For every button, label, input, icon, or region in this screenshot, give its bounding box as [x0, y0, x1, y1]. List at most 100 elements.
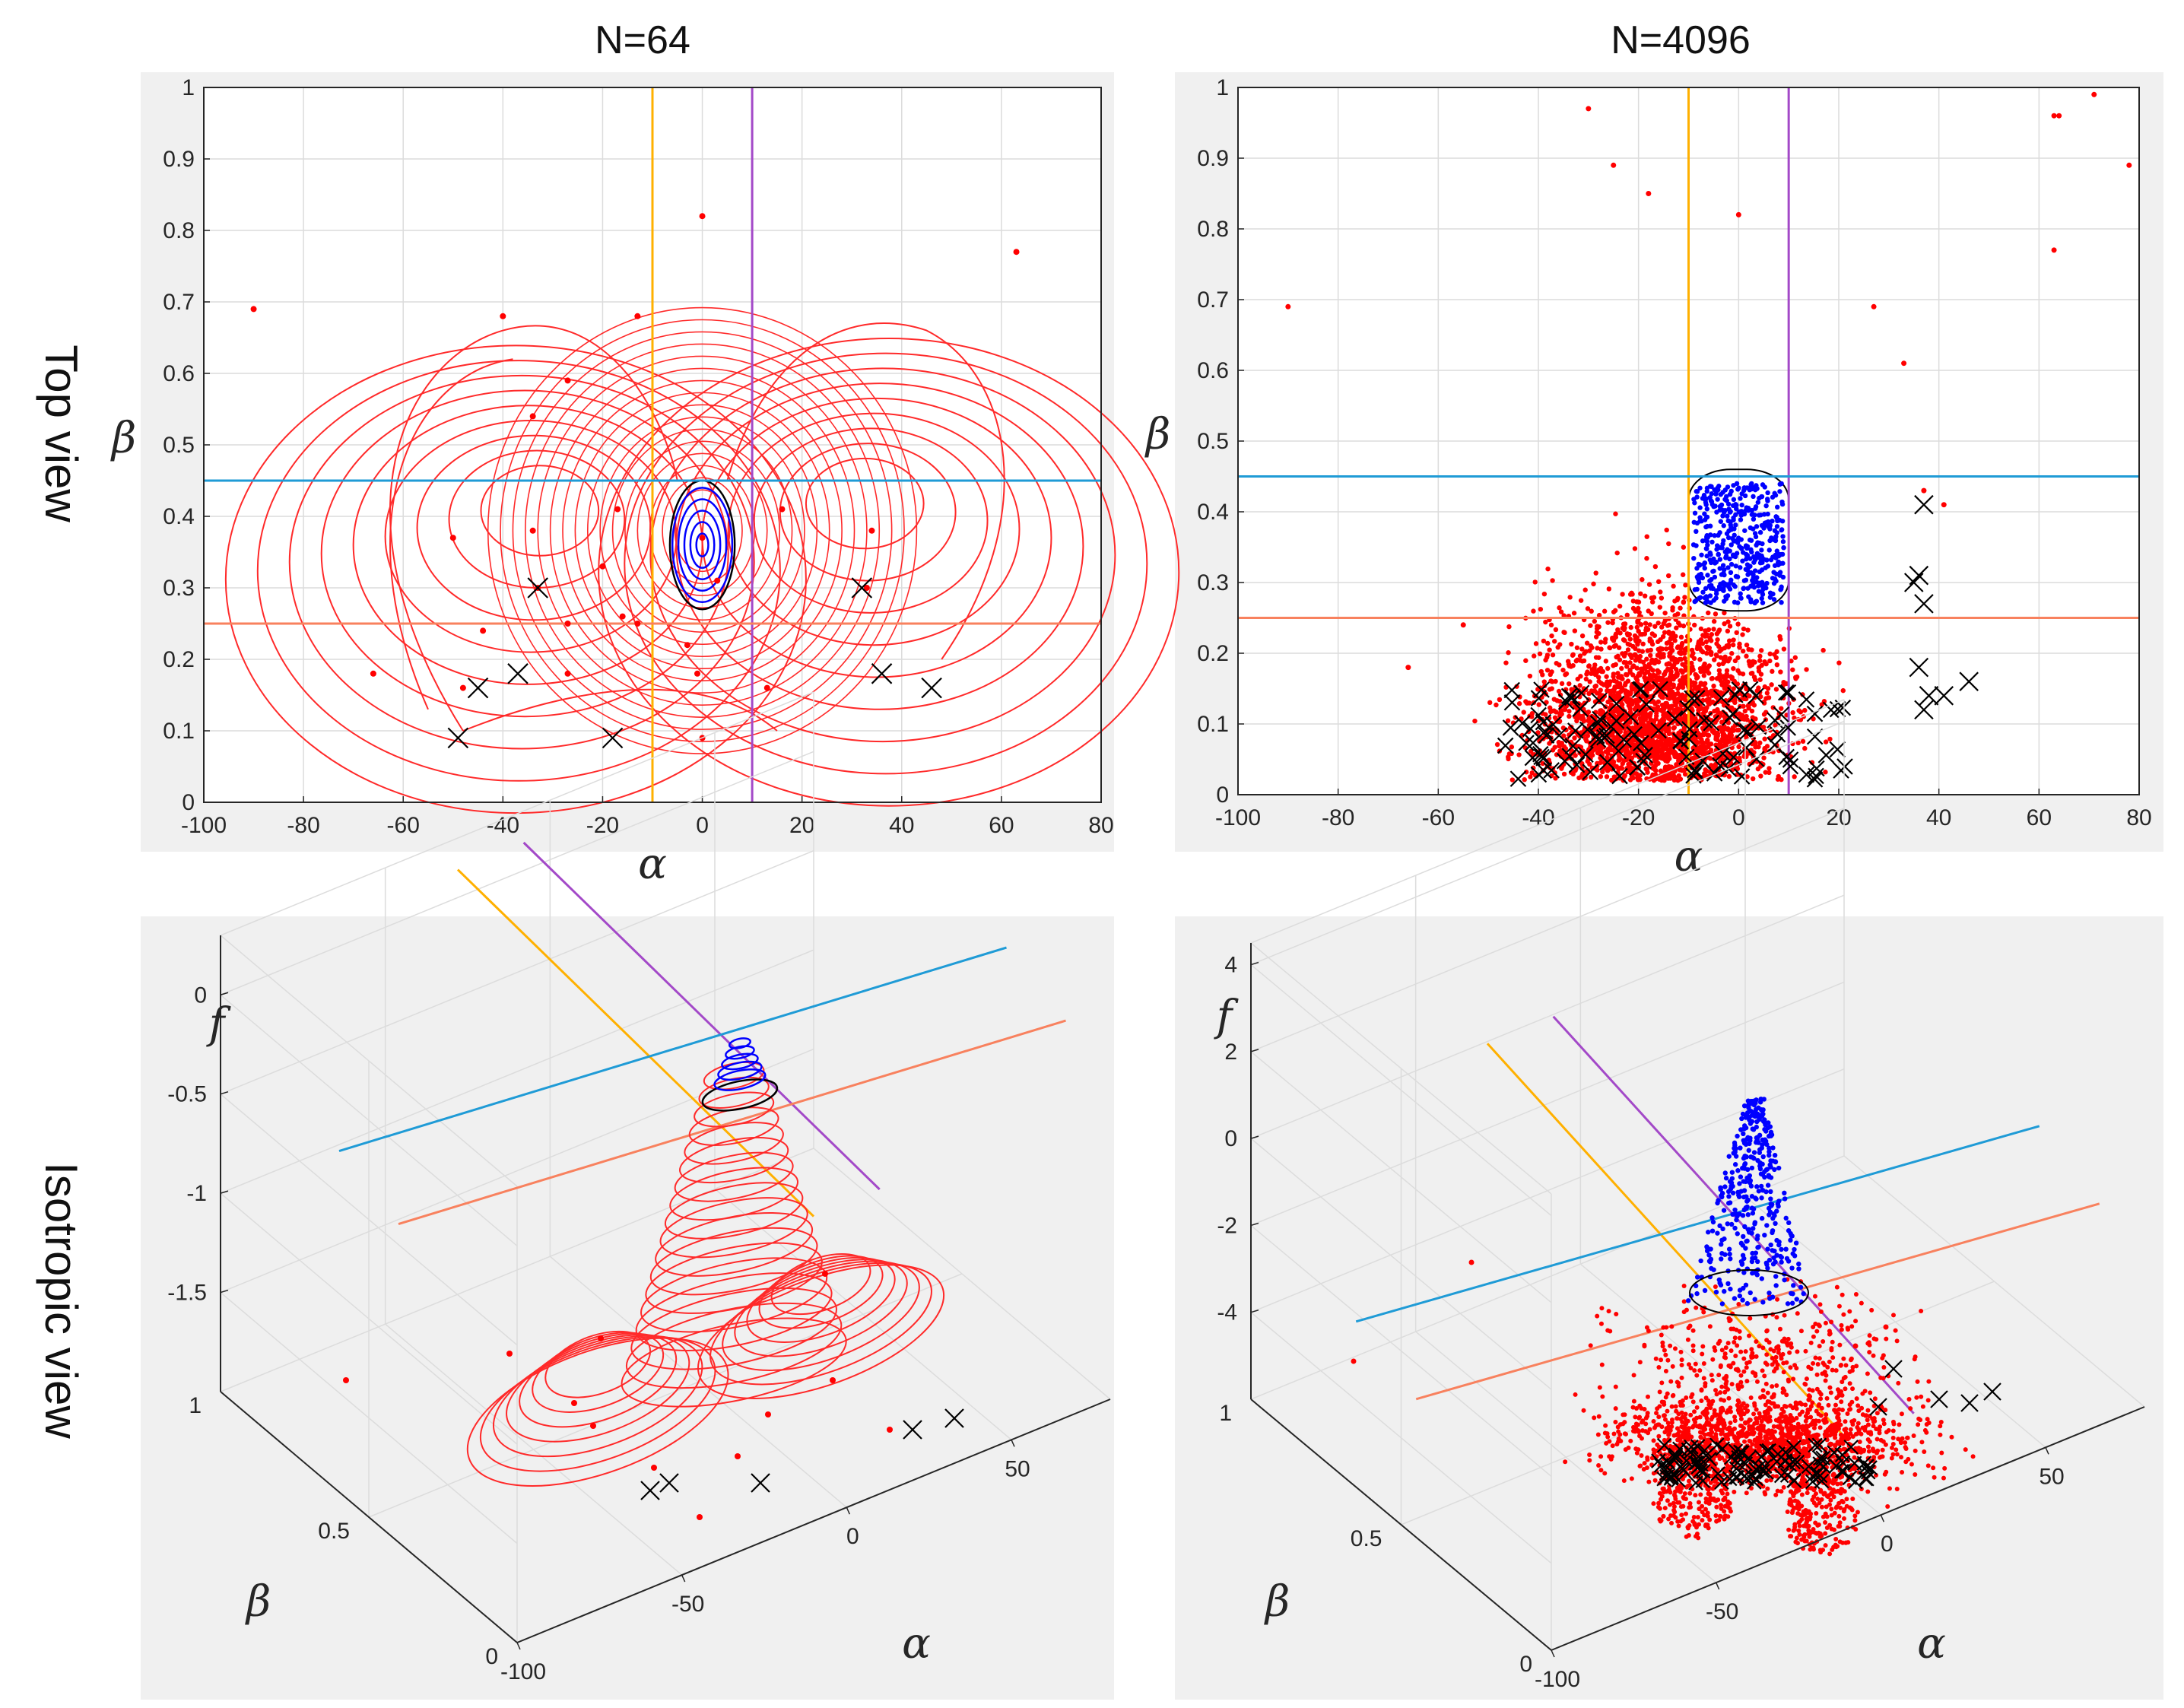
sample-point — [1665, 666, 1671, 671]
sample-point — [1636, 628, 1641, 634]
peak-point — [1721, 538, 1726, 544]
peak-point — [1694, 488, 1699, 494]
sample-point — [1774, 1366, 1779, 1371]
sample-point — [1702, 661, 1707, 667]
contour-ring — [320, 389, 729, 718]
x-axis-label: α — [638, 840, 667, 889]
sample-point — [1860, 1412, 1865, 1418]
sample-point — [1713, 764, 1718, 769]
cross-marker — [447, 727, 469, 749]
sample-point — [1700, 1351, 1705, 1357]
sample-point — [1646, 191, 1652, 196]
sample-point — [1636, 610, 1642, 615]
peak-point — [1753, 599, 1758, 605]
sample-point — [1736, 744, 1741, 750]
sample-point — [1599, 1362, 1605, 1367]
sample-point — [1903, 1446, 1909, 1451]
sample-point — [614, 506, 621, 513]
peak-point — [1704, 506, 1709, 512]
peak-point — [1709, 576, 1714, 583]
sample-point — [1758, 773, 1763, 779]
column-title-n4096: N=4096 — [1611, 18, 1751, 62]
sample-point — [1715, 737, 1720, 742]
sample-point — [1662, 617, 1668, 624]
sample-point — [1725, 644, 1732, 649]
sample-point — [1596, 1462, 1601, 1468]
x-tick-label: 50 — [1005, 1456, 1030, 1481]
sample-point — [1596, 655, 1601, 660]
sample-point — [1760, 1345, 1766, 1351]
sample-point — [1777, 1326, 1782, 1332]
sample-point — [1659, 595, 1665, 601]
sample-point — [1673, 1404, 1678, 1409]
sample-point — [1735, 655, 1741, 661]
peak-point — [1717, 557, 1723, 562]
sample-point — [1538, 668, 1544, 675]
sample-point — [1617, 657, 1623, 662]
sample-point — [1558, 609, 1564, 614]
sample-point — [651, 1465, 657, 1471]
sample-point — [1730, 725, 1736, 731]
sample-point — [1762, 1373, 1767, 1379]
sample-point — [1611, 162, 1617, 168]
x-tick-label: -80 — [1322, 805, 1354, 830]
contour-ring — [674, 489, 731, 573]
sample-point — [1615, 1424, 1621, 1430]
sample-point — [1647, 636, 1652, 642]
sample-point — [1703, 632, 1709, 637]
peak-point — [1759, 595, 1764, 602]
peak-point — [1732, 599, 1738, 605]
sample-point — [1669, 633, 1675, 638]
contour-ring — [662, 477, 743, 585]
sample-point — [1821, 647, 1826, 653]
sample-point — [1503, 660, 1509, 665]
sample-point — [1681, 681, 1687, 687]
sample-point — [1816, 1418, 1821, 1424]
sample-point — [697, 1514, 703, 1520]
sample-point — [1769, 682, 1774, 687]
sample-point — [500, 313, 506, 319]
sample-point — [1675, 597, 1680, 603]
peak-point — [1754, 551, 1760, 556]
sample-point — [1855, 1403, 1861, 1408]
sample-point — [1826, 1402, 1831, 1408]
sample-point — [1745, 627, 1751, 633]
peak-point — [1748, 597, 1754, 602]
sample-point — [1828, 1390, 1833, 1395]
sample-point — [1770, 668, 1775, 675]
sample-point — [1579, 633, 1586, 639]
sample-point — [1703, 628, 1708, 633]
sample-point — [1655, 750, 1661, 756]
sample-point — [1860, 1425, 1865, 1430]
sample-point — [1673, 751, 1678, 757]
sample-point — [1730, 642, 1736, 648]
sample-point — [1871, 1336, 1877, 1341]
sample-point — [1784, 1392, 1789, 1398]
sample-point — [1726, 1395, 1732, 1401]
sample-point — [1671, 1433, 1677, 1438]
sample-point — [1849, 1324, 1855, 1329]
sample-point — [1623, 1447, 1628, 1452]
sample-point — [1754, 1407, 1759, 1412]
sample-point — [1713, 1388, 1719, 1393]
sample-point — [1756, 744, 1761, 750]
sample-point — [1561, 744, 1567, 749]
sample-point — [1549, 679, 1555, 684]
sample-point — [1573, 753, 1578, 758]
sample-point — [1656, 1364, 1662, 1370]
peak-point — [1740, 558, 1745, 564]
sample-point — [1605, 620, 1611, 625]
sample-point — [1739, 713, 1745, 719]
sample-point — [1588, 774, 1594, 780]
y-axis-label: β — [245, 1577, 271, 1627]
sample-point — [1901, 360, 1907, 367]
sample-point — [1656, 669, 1662, 675]
sample-point — [1941, 502, 1947, 508]
sample-point — [699, 535, 706, 541]
sample-point — [1630, 1405, 1636, 1410]
sample-point — [1611, 678, 1617, 684]
z-tick-label: -0.5 — [167, 1082, 207, 1107]
sample-point — [1598, 744, 1603, 749]
sample-point — [1869, 1307, 1874, 1313]
sample-point — [1567, 681, 1572, 687]
